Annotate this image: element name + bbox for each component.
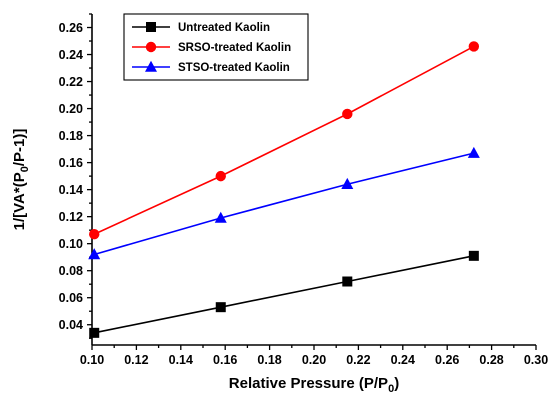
y-tick-label: 0.26 [59, 21, 83, 35]
series-line [93, 152, 475, 256]
series-circle [89, 41, 480, 240]
y-tick-label: 0.20 [59, 102, 83, 116]
y-tick-label: 0.18 [59, 129, 83, 143]
y-tick-label: 0.22 [59, 75, 83, 89]
legend-label: SRSO-treated Kaolin [178, 42, 291, 54]
x-tick-label: 0.16 [213, 353, 237, 367]
data-point [214, 211, 227, 223]
series-triangle [88, 146, 480, 260]
x-tick-label: 0.18 [257, 353, 281, 367]
y-tick-label: 0.06 [59, 291, 83, 305]
x-tick-label: 0.14 [169, 353, 193, 367]
legend-swatch-marker [146, 22, 156, 32]
x-tick-label: 0.24 [391, 353, 415, 367]
y-tick-label: 0.10 [59, 237, 83, 251]
data-point [342, 276, 353, 287]
series-square [89, 250, 479, 338]
legend-swatch-marker [145, 60, 157, 72]
y-tick-label: 0.16 [59, 156, 83, 170]
x-tick-label: 0.12 [124, 353, 148, 367]
x-tick-label: 0.10 [80, 353, 104, 367]
y-tick-label: 0.14 [59, 183, 83, 197]
y-tick-label: 0.08 [59, 264, 83, 278]
data-point [342, 108, 353, 120]
data-point [215, 302, 226, 313]
series-line [93, 45, 475, 235]
data-point [215, 170, 226, 182]
legend-label: STSO-treated Kaolin [178, 62, 290, 74]
x-tick-label: 0.26 [435, 353, 459, 367]
x-tick-label: 0.20 [302, 353, 326, 367]
y-tick-label: 0.04 [59, 318, 83, 332]
y-axis-title: 1/[VA*(P0/P-1)] [11, 129, 31, 231]
series-line [94, 255, 474, 334]
data-point [89, 229, 100, 240]
x-axis-title: Relative Pressure (P/P0) [229, 375, 399, 395]
data-point [468, 41, 480, 52]
data-point [341, 177, 354, 189]
legend-swatch-marker [145, 41, 157, 53]
data-point [88, 248, 101, 260]
data-point [89, 327, 100, 338]
y-tick-label: 0.12 [59, 210, 83, 224]
x-tick-label: 0.28 [479, 353, 503, 367]
data-point [467, 146, 480, 158]
legend-label: Untreated Kaolin [178, 22, 270, 34]
x-tick-label: 0.22 [346, 353, 370, 367]
y-tick-label: 0.24 [59, 48, 83, 62]
data-point [468, 250, 479, 261]
x-tick-label: 0.30 [524, 353, 548, 367]
